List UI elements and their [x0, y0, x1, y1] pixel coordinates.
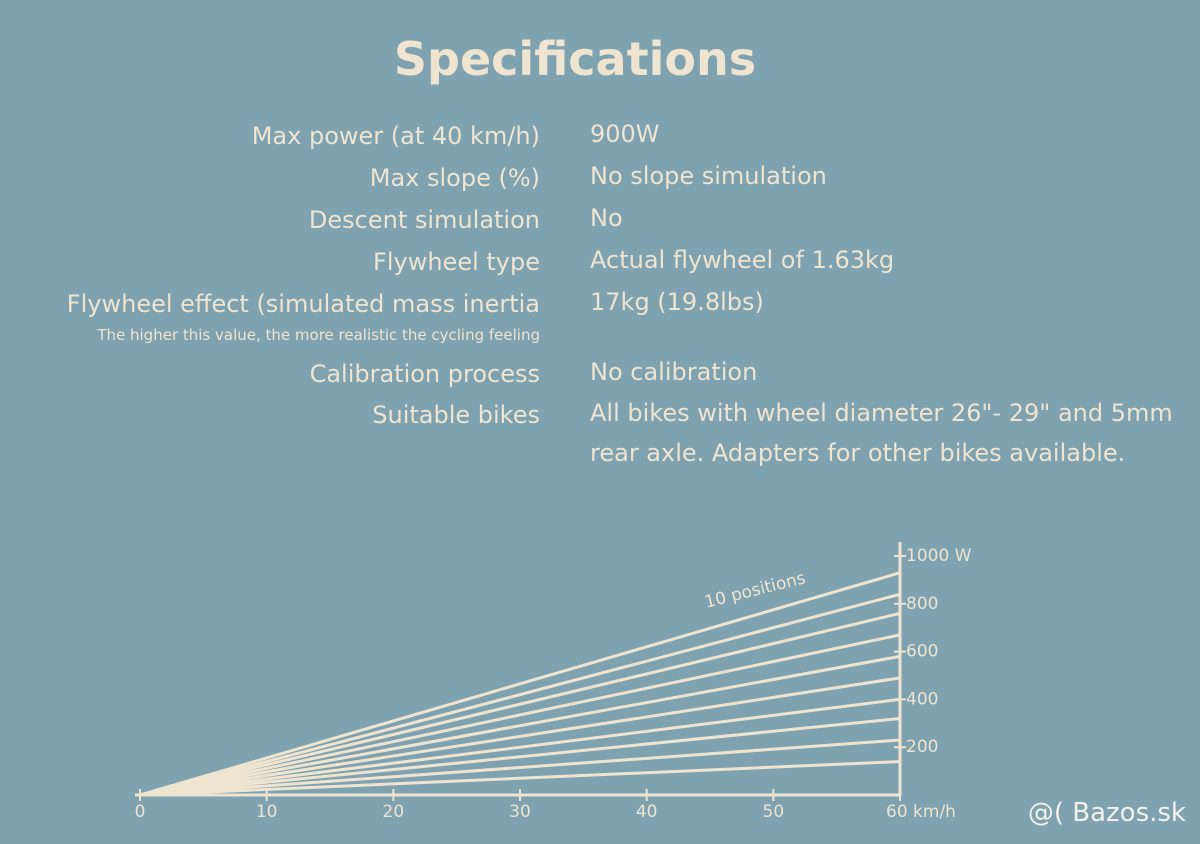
spec-value: Actual flywheel of 1.63kg	[590, 246, 895, 274]
spec-label: Flywheel type	[373, 248, 540, 276]
position-line	[139, 633, 901, 797]
spec-value: All bikes with wheel diameter 26"- 29" a…	[590, 399, 1173, 467]
x-tick-label: 40	[636, 802, 658, 822]
spec-note: The higher this value, the more realisti…	[97, 326, 540, 344]
spec-value: No slope simulation	[590, 162, 827, 190]
position-line	[139, 697, 901, 797]
position-line	[139, 654, 901, 797]
spec-label: Max slope (%)	[369, 164, 540, 192]
spec-value: No calibration	[590, 358, 758, 386]
annotation: 10 positions	[703, 568, 808, 612]
x-tick-label: 30	[509, 802, 531, 822]
x-tick-label: 50	[763, 802, 785, 822]
position-line	[139, 676, 901, 797]
spec-value: No	[590, 204, 623, 232]
spec-label: Flywheel effect (simulated mass inertia	[66, 290, 540, 318]
x-tick-label: 60 km/h	[886, 802, 956, 822]
position-line	[139, 717, 901, 797]
spec-label: Calibration process	[309, 360, 540, 388]
spec-label: Suitable bikes	[372, 401, 540, 429]
y-tick-label: 400	[906, 689, 938, 709]
y-tick-label: 800	[906, 594, 938, 614]
title: Specifications	[393, 32, 757, 86]
position-line	[139, 571, 901, 797]
position-line	[139, 592, 901, 797]
position-line	[139, 738, 901, 797]
spec-value: 17kg (19.8lbs)	[590, 288, 764, 316]
y-tick-label: 600	[906, 642, 938, 662]
y-tick-label: 1000 W	[906, 546, 972, 566]
spec-label: Max power (at 40 km/h)	[251, 122, 540, 150]
x-tick-label: 20	[383, 802, 405, 822]
x-tick-label: 0	[135, 802, 146, 822]
spec-value: 900W	[590, 120, 660, 148]
x-tick-label: 10	[256, 802, 278, 822]
spec-label: Descent simulation	[308, 206, 540, 234]
y-tick-label: 200	[906, 737, 938, 757]
position-line	[139, 611, 901, 797]
watermark: @( Bazos.sk	[1027, 798, 1186, 828]
position-line	[139, 760, 901, 797]
